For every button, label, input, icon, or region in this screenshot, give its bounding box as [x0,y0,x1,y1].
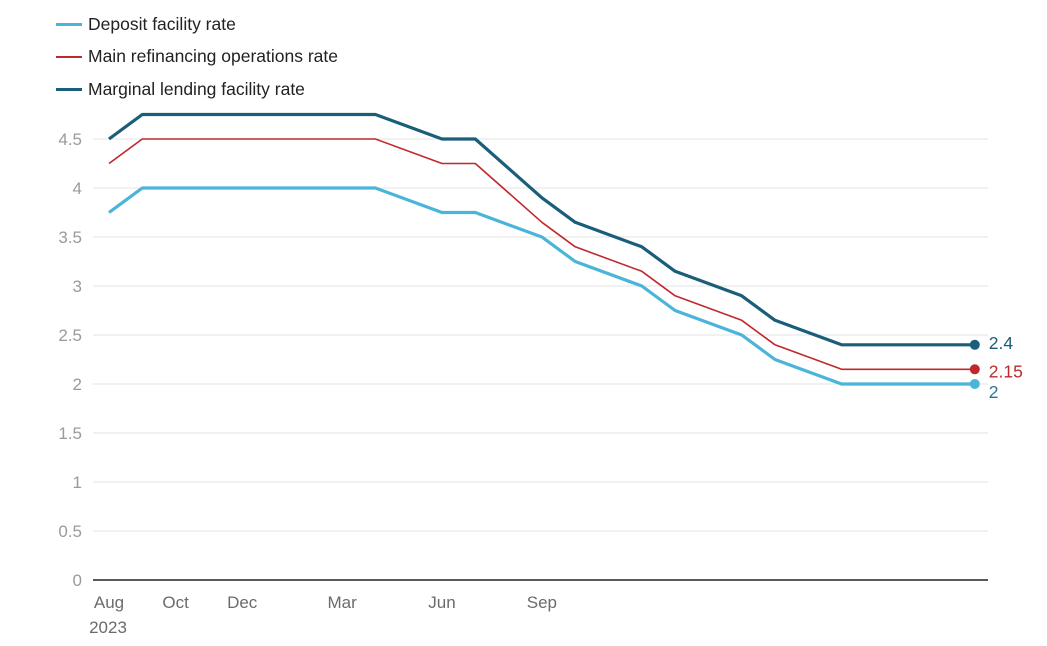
series-end-label-1: 2.15 [989,361,1023,381]
legend-swatch-marginal-lending [56,87,82,91]
x-tick-label: Aug [94,593,124,612]
y-tick-label: 3 [73,277,82,296]
series-line-0 [108,186,975,386]
legend-item-main-refinancing[interactable]: Main refinancing operations rate [56,41,338,74]
legend-swatch-deposit [56,22,82,26]
x-tick-label: Sep [527,593,557,612]
legend-swatch-main-refinancing [56,56,82,58]
y-axis-ticks: 0 0.5 1 1.5 2 2.5 3 3.5 4 4.5 [58,130,82,590]
x-tick-label: Jun [428,593,455,612]
series-line-2 [108,112,975,347]
series-endpoints: 22.15 2.4 [969,333,1023,402]
legend-label: Marginal lending facility rate [88,78,305,99]
legend-item-marginal-lending[interactable]: Marginal lending facility rate [56,73,338,106]
series-endpoint-1 [969,364,980,375]
legend: Deposit facility rate Main refinancing o… [56,8,338,106]
x-tick-sublabel: 2023 [89,618,127,637]
y-tick-label: 1.5 [58,424,82,443]
legend-label: Deposit facility rate [88,13,236,34]
y-tick-label: 2 [73,375,82,394]
legend-item-deposit[interactable]: Deposit facility rate [56,8,338,41]
series-endpoint-2 [969,339,980,350]
y-tick-label: 4.5 [58,130,82,149]
series-end-label-0: 2 [989,382,999,402]
series-end-label-2: 2.4 [989,333,1014,353]
y-tick-label: 4 [73,179,82,198]
y-tick-label: 2.5 [58,326,82,345]
y-tick-label: 0.5 [58,522,82,541]
series-endpoint-0 [969,379,980,389]
x-tick-label: Oct [162,593,189,612]
y-tick-label: 3.5 [58,228,82,247]
series-line-1 [108,138,975,371]
x-tick-label: Mar [327,593,357,612]
y-tick-label: 1 [73,473,82,492]
y-tick-label: 0 [73,571,82,590]
series-lines [108,112,975,386]
legend-label: Main refinancing operations rate [88,46,339,67]
x-axis-ticks: Aug 2023 Oct Dec Mar Jun Sep [89,593,557,637]
x-tick-label: Dec [227,593,258,612]
